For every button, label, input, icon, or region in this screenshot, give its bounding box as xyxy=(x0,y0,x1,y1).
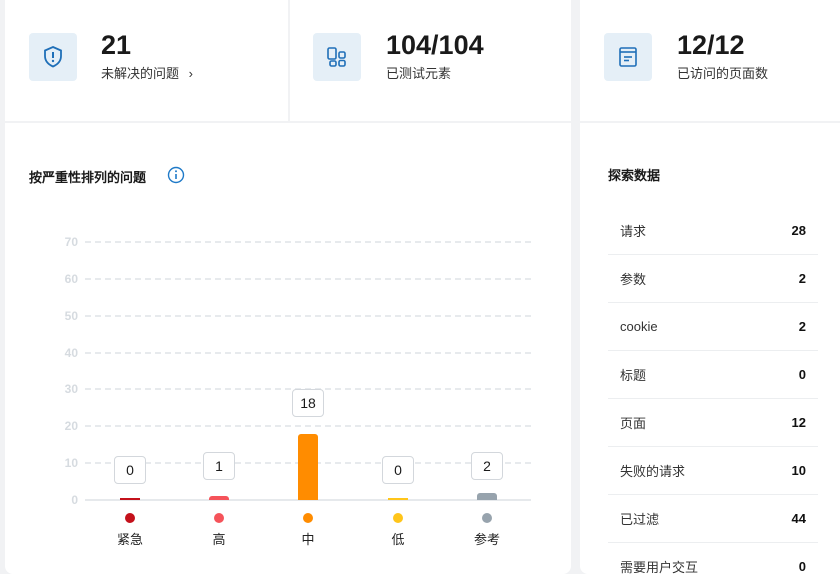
explore-row-value: 44 xyxy=(791,511,806,526)
explore-row-label: 参数 xyxy=(620,272,647,287)
explore-row: 参数 2 xyxy=(608,255,818,303)
explore-row: 标题 0 xyxy=(608,351,818,399)
elements-icon xyxy=(313,33,361,81)
explore-row-value: 2 xyxy=(798,271,806,286)
stats-divider xyxy=(288,0,290,121)
visited-pages-count: 12/12 xyxy=(677,30,745,60)
y-tick-label: 10 xyxy=(64,456,78,471)
y-tick-label: 60 xyxy=(64,271,78,286)
bar-4[interactable] xyxy=(477,492,497,500)
x-axis xyxy=(85,499,531,501)
legend-dot xyxy=(482,513,492,523)
legend-dot xyxy=(393,513,403,523)
data-label: 18 xyxy=(292,388,324,417)
chevron-right-icon: › xyxy=(188,66,193,81)
severity-chart-card: 按严重性排列的问题 xyxy=(5,123,571,574)
explore-row: 已过滤 44 xyxy=(608,495,818,543)
y-tick-label: 0 xyxy=(71,493,78,507)
page-icon xyxy=(604,33,652,81)
y-tick-label: 40 xyxy=(64,345,78,360)
data-label: 0 xyxy=(382,456,414,484)
category-label: 参考 xyxy=(473,532,500,547)
explore-row-label: 请求 xyxy=(620,224,647,239)
explore-row-value: 28 xyxy=(791,223,806,238)
explore-row-label: 标题 xyxy=(620,368,647,383)
chart-title: 按严重性排列的问题 xyxy=(29,170,147,185)
gridline xyxy=(85,277,531,280)
explore-row: 需要用户交互 0 xyxy=(608,543,818,574)
legend-dot xyxy=(125,513,135,523)
bar-2[interactable] xyxy=(298,433,318,500)
explore-data-card: 探索数据 请求 28 参数 2 cookie 2 标题 0 页面 12 失败的请求 10 已过滤 44 需要… xyxy=(580,123,840,574)
explore-row-value: 0 xyxy=(798,367,806,382)
unresolved-issues-count: 21 xyxy=(101,30,132,60)
category-label: 低 xyxy=(391,532,405,547)
legend-dot xyxy=(214,513,224,523)
explore-row: 失败的请求 10 xyxy=(608,447,818,495)
category-label: 中 xyxy=(301,532,315,547)
visited-pages-label: 已访问的页面数 xyxy=(677,66,769,81)
explore-row-value: 12 xyxy=(791,415,806,430)
data-label: 2 xyxy=(471,452,503,480)
explore-row-value: 0 xyxy=(798,559,806,574)
gridline xyxy=(85,241,531,243)
explore-row: cookie 2 xyxy=(608,303,818,351)
explore-row-label: 已过滤 xyxy=(620,512,660,527)
unresolved-issues-label: 未解决的问题 xyxy=(101,66,180,81)
y-tick-label: 70 xyxy=(64,235,78,249)
gridline xyxy=(85,314,531,317)
bar-0[interactable] xyxy=(120,498,140,500)
y-tick-label: 50 xyxy=(64,308,78,323)
legend-dot xyxy=(303,513,313,523)
explore-row-label: cookie xyxy=(620,319,658,334)
tested-elements-label: 已测试元素 xyxy=(386,66,452,81)
category-label: 高 xyxy=(212,532,226,547)
data-label: 1 xyxy=(203,452,235,480)
gridline xyxy=(85,425,531,428)
tested-elements-count: 104/104 xyxy=(386,30,484,60)
shield-alert-icon xyxy=(29,33,77,81)
y-tick-label: 30 xyxy=(64,382,78,397)
explore-row: 页面 12 xyxy=(608,399,818,447)
explore-row-value: 10 xyxy=(791,463,806,478)
explore-row: 请求 28 xyxy=(608,207,818,255)
category-label: 紧急 xyxy=(116,532,143,547)
explore-title: 探索数据 xyxy=(608,168,661,183)
y-tick-label: 20 xyxy=(64,419,78,434)
bar-3[interactable] xyxy=(388,498,408,500)
unresolved-issues-link[interactable]: 未解决的问题 › xyxy=(101,63,193,82)
gridline xyxy=(85,351,531,354)
bar-1[interactable] xyxy=(209,496,229,500)
explore-row-label: 失败的请求 xyxy=(620,464,686,479)
explore-row-value: 2 xyxy=(798,319,806,334)
info-icon[interactable] xyxy=(167,166,185,184)
explore-row-label: 需要用户交互 xyxy=(620,560,699,574)
explore-row-label: 页面 xyxy=(620,416,647,431)
data-label: 0 xyxy=(114,456,146,484)
